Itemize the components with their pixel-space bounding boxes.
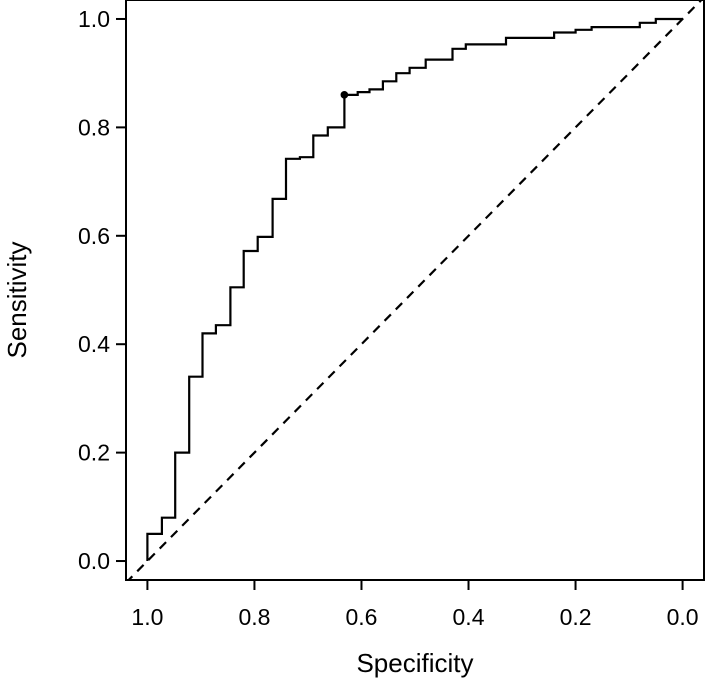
y-tick-label: 0.8 bbox=[78, 114, 110, 140]
x-tick-label: 0.0 bbox=[667, 604, 699, 630]
y-tick-label: 0.6 bbox=[78, 223, 110, 249]
x-axis: 1.0 0.8 0.6 0.4 0.2 0.0 bbox=[131, 580, 699, 630]
x-tick-label: 0.4 bbox=[453, 604, 485, 630]
x-tick-label: 0.8 bbox=[238, 604, 270, 630]
reference-diagonal-line bbox=[127, 0, 703, 580]
x-tick-label: 0.2 bbox=[560, 604, 592, 630]
y-tick-label: 1.0 bbox=[78, 6, 110, 32]
y-axis-title: Sensitivity bbox=[2, 241, 32, 358]
annotation-layer bbox=[340, 91, 349, 99]
x-tick-label: 1.0 bbox=[131, 604, 163, 630]
y-tick-label: 0.0 bbox=[78, 548, 110, 574]
x-axis-title: Specificity bbox=[356, 648, 473, 678]
plot-frame bbox=[125, 0, 705, 581]
y-tick-label: 0.2 bbox=[78, 440, 110, 466]
optimal-cutoff-point bbox=[340, 91, 349, 99]
y-axis: 0.0 0.2 0.4 0.6 0.8 1.0 bbox=[78, 6, 126, 574]
x-tick-label: 0.6 bbox=[345, 604, 377, 630]
series-layer bbox=[127, 0, 703, 580]
y-tick-label: 0.4 bbox=[78, 331, 110, 357]
